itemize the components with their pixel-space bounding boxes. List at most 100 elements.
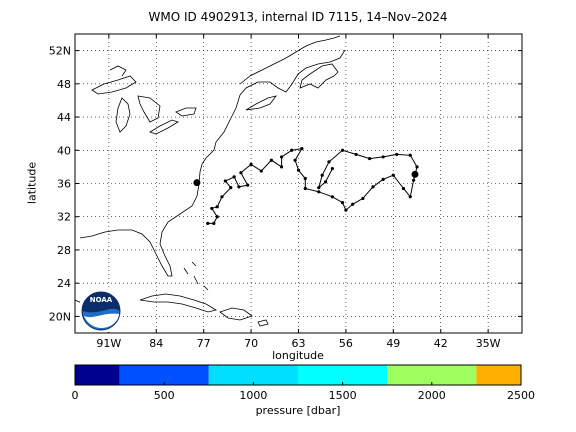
y-tick-label: 48 [57,78,71,91]
x-tick-label: 63 [292,337,306,350]
colorbar-label: pressure [dbar] [255,404,341,417]
lake-huron [137,95,161,123]
coastline-east-us [79,94,241,277]
y-tick-label: 20N [49,310,71,323]
track-point [279,165,284,169]
colorbar-tick-label: 500 [154,389,175,402]
float-track-points [193,147,419,225]
lake-michigan [115,97,131,133]
track-point [395,152,399,157]
colorbar-tick-label: 2000 [418,389,446,402]
track-point [229,186,233,190]
track-point [220,195,224,199]
track-point [215,205,219,209]
lake-ontario [175,107,197,117]
track-point [317,186,321,190]
colorbar-segment [208,365,298,385]
chart-title: WMO ID 4902913, internal ID 7115, 14–Nov… [148,10,448,24]
coastline-bahamas [183,261,209,291]
x-tick-label: 91W [96,337,121,350]
track-endpoint-marker [411,170,419,178]
x-tick-label: 49 [386,337,400,350]
track-point [340,148,345,152]
axis-ticks: 91W 84 77 70 63 56 49 42 35W 20N 24 28 32 36 40 44 48 52N [49,34,522,350]
track-point [412,178,416,182]
track-point [303,186,307,191]
track-point [354,152,358,157]
y-axis-label: latitude [25,161,39,205]
y-tick-label: 36 [57,178,71,191]
track-point [381,155,385,159]
track-point [415,165,419,169]
colorbar-tick-label: 1000 [239,389,267,402]
track-point [401,186,406,191]
track-point [381,177,385,181]
x-tick-label: 70 [244,337,258,350]
track-point [259,169,263,173]
colorbar-segment [119,365,209,385]
track-point [323,180,328,184]
x-tick-label: 35W [476,337,501,350]
y-tick-label: 32 [57,211,71,224]
track-point [296,168,301,172]
y-tick-label: 52N [49,45,71,58]
track-point [300,147,304,151]
track-point [232,175,236,179]
coastline-cuba [139,293,218,313]
track-point [279,155,284,159]
lake-erie [149,119,179,135]
track-point [371,185,375,189]
track-point [327,160,331,164]
track-point [237,185,241,189]
coastline-hispaniola [219,307,253,321]
track-point [320,173,324,177]
colorbar-frame [74,364,522,386]
track-point [269,158,274,162]
gridlines [75,34,522,333]
track-point [223,179,227,183]
x-tick-label: 56 [339,337,353,350]
track-point [293,158,297,162]
track-point [368,156,372,161]
coastline-newfoundland [299,63,339,89]
track-point [246,183,250,187]
track-point [210,206,214,211]
track-point [340,201,345,205]
coastline-north [109,65,127,77]
track-point [317,190,321,194]
track-point [290,148,294,152]
x-axis-label: longitude [272,349,324,362]
colorbar-tick-label: 0 [72,389,79,402]
track-point [249,162,253,166]
x-tick-label: 84 [149,337,163,350]
coastline-puerto-rico [257,319,269,327]
x-tick-label: 42 [434,337,448,350]
track-point [330,195,334,199]
colorbar-segment [75,365,120,385]
track-endpoint-marker [193,179,201,187]
colorbar-segment [298,365,388,385]
track-point [215,215,219,219]
x-tick-label: 77 [197,337,211,350]
y-tick-label: 40 [57,144,71,157]
track-point [391,173,395,177]
lake-superior [91,75,137,95]
track-point [361,196,365,201]
track-point [206,221,210,225]
colorbar-segment [476,365,521,385]
y-tick-label: 24 [57,277,71,290]
coastline-maritimes [239,49,346,96]
coastline-nova-scotia [245,95,277,111]
colorbar-segment [387,365,477,385]
track-point [351,202,355,206]
noaa-logo-text: NOAA [90,296,113,304]
colorbar: 0 500 1000 1500 2000 2500 [72,364,535,402]
track-point [408,195,412,199]
track-point [303,176,307,181]
track-point [330,166,334,171]
track-point [212,221,216,225]
colorbar-tick-label: 1500 [329,389,357,402]
track-point [344,208,348,212]
y-tick-label: 28 [57,244,71,257]
